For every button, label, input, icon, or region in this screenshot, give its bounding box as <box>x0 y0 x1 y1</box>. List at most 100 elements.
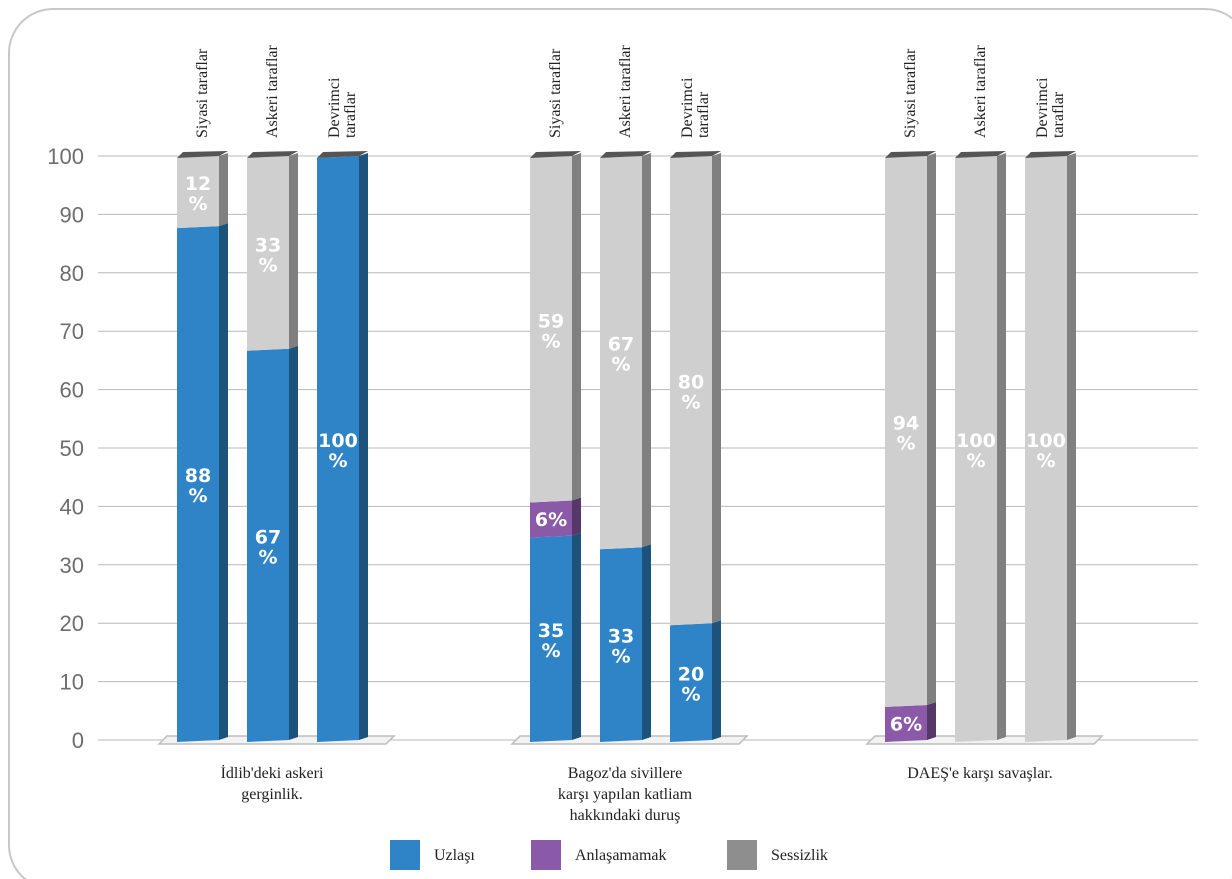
group-label-1-2: gerginlik. <box>241 786 302 803</box>
data-label-bar-3-1-sessizlik: 94 <box>893 412 919 434</box>
data-label-unit-bar-2-2-uzlasi: % <box>611 646 630 668</box>
y-tick-label-0: 0 <box>72 728 84 753</box>
data-label-bar-1-2-uzlasi: 67 <box>255 526 281 548</box>
category-label-2-2: Askeri taraflar <box>617 44 634 138</box>
bar-2-3-sessizlik <box>670 156 712 626</box>
bar-cap-1-2 <box>247 151 298 158</box>
bar-1-1-sessizlik <box>177 156 219 229</box>
data-label-unit-bar-2-3-uzlasi: % <box>681 684 700 706</box>
legend-swatch-sessizlik <box>727 840 757 870</box>
category-label-text-2-2-1: Askeri taraflar <box>617 44 634 138</box>
bar-2-2-sessizlik-side <box>642 153 651 548</box>
bar-cap-2-2 <box>600 151 651 158</box>
data-label-bar-3-1-anlasamamak: 6% <box>890 713 922 735</box>
data-label-unit-bar-2-1-uzlasi: % <box>541 640 560 662</box>
legend: Uzlaşı Anlaşamamak Sessizlik <box>390 840 828 870</box>
y-axis-ticks: 0 10 20 30 40 50 60 70 80 90 100 <box>47 144 84 753</box>
bar-2-2-uzlasi-side <box>642 544 651 740</box>
data-label-bar-1-2-sessizlik: 33 <box>255 234 281 256</box>
bar-1-2-uzlasi <box>247 348 289 742</box>
bar-cap-2-3 <box>670 151 721 158</box>
group-label-3-1: DAEŞ'e karşı savaşlar. <box>907 765 1053 782</box>
data-label-unit-bar-1-1-sessizlik: % <box>188 193 207 215</box>
category-label-1-1: Siyasi taraflar <box>194 48 211 138</box>
bar-2-2-sessizlik <box>600 156 642 550</box>
data-label-unit-bar-3-1-sessizlik: % <box>896 432 915 454</box>
bar-3-2-sessizlik <box>955 156 997 742</box>
bar-2-3-uzlasi-side <box>712 620 721 740</box>
group-labels: İdlib'deki askeri gerginlik. Bagoz'da sivi… <box>221 764 1053 824</box>
data-label-bar-2-1-anlasamamak: 6% <box>535 509 567 531</box>
bar-2-1-uzlasi <box>530 535 572 742</box>
legend-swatch-anlasamamak <box>531 840 561 870</box>
category-label-text-1-3-1: Devrimci <box>326 77 343 138</box>
category-label-3-2: Askeri taraflar <box>972 44 989 138</box>
bar-2-1-anlasamamak-side <box>572 497 581 536</box>
category-label-text-2-3-1: Devrimci <box>679 77 696 138</box>
category-label-text-1-2-1: Askeri taraflar <box>264 44 281 138</box>
category-label-2-1: Siyasi taraflar <box>547 48 564 138</box>
legend-label-sessizlik: Sessizlik <box>771 847 828 864</box>
bar-cap-1-3 <box>317 151 368 158</box>
legend-swatch-uzlasi <box>390 840 420 870</box>
bar-2-3-uzlasi <box>670 623 712 742</box>
bar-3-3-sessizlik-side <box>1067 153 1076 740</box>
bar-cap-3-1 <box>885 151 936 158</box>
category-label-text-2-1-1: Siyasi taraflar <box>547 48 564 138</box>
group-label-2-1: Bagoz'da sivillere <box>568 765 682 782</box>
y-tick-label-10: 10 <box>60 670 84 695</box>
category-label-text-3-1-1: Siyasi taraflar <box>902 48 919 138</box>
bar-2-1-sessizlik-side <box>572 153 581 501</box>
category-label-1-3: Devrimci taraflar <box>326 77 359 138</box>
category-label-text-1-3-2: taraflar <box>342 91 359 138</box>
data-label-unit-bar-2-2-sessizlik: % <box>611 354 630 376</box>
group-label-2-3: hakkındaki duruş <box>570 807 681 824</box>
data-label-unit-bar-3-2-sessizlik: % <box>966 450 985 472</box>
bar-2-2-uzlasi <box>600 547 642 742</box>
data-label-unit-bar-1-1-uzlasi: % <box>188 485 207 507</box>
bar-1-1-uzlasi <box>177 226 219 742</box>
category-label-text-3-3-2: taraflar <box>1050 91 1067 138</box>
category-label-text-2-3-2: taraflar <box>695 91 712 138</box>
y-tick-label-100: 100 <box>47 144 84 169</box>
data-label-bar-2-1-uzlasi: 35 <box>538 620 564 642</box>
data-label-unit-bar-1-3-uzlasi: % <box>328 450 347 472</box>
data-label-bar-2-2-uzlasi: 33 <box>608 626 634 648</box>
bar-3-1-anlasamamak-side <box>927 701 936 740</box>
data-label-bar-1-3-uzlasi: 100 <box>318 430 358 452</box>
data-label-bar-2-2-sessizlik: 67 <box>608 334 634 356</box>
bars <box>177 151 1076 742</box>
bar-3-3-sessizlik <box>1025 156 1067 742</box>
y-tick-label-30: 30 <box>60 553 84 578</box>
bar-1-1-sessizlik-side <box>219 153 228 227</box>
data-label-unit-bar-2-3-sessizlik: % <box>681 392 700 414</box>
chart-frame <box>8 8 1232 879</box>
data-label-bar-2-3-sessizlik: 80 <box>678 372 704 394</box>
bar-1-2-sessizlik <box>247 156 289 351</box>
y-tick-label-70: 70 <box>60 319 84 344</box>
category-label-text-3-3-1: Devrimci <box>1034 77 1051 138</box>
category-label-2-3: Devrimci taraflar <box>679 77 712 138</box>
category-labels: Siyasi taraflar Askeri taraflar Devrimci ta… <box>194 44 1067 138</box>
bar-cap-3-3 <box>1025 151 1076 158</box>
data-label-unit-bar-1-2-sessizlik: % <box>258 254 277 276</box>
y-tick-label-90: 90 <box>60 202 84 227</box>
data-label-bar-2-3-uzlasi: 20 <box>678 664 704 686</box>
y-tick-label-50: 50 <box>60 436 84 461</box>
data-label-bar-3-2-sessizlik: 100 <box>956 430 996 452</box>
y-tick-label-40: 40 <box>60 494 84 519</box>
category-label-3-1: Siyasi taraflar <box>902 48 919 138</box>
data-label-unit-bar-2-1-sessizlik: % <box>541 330 560 352</box>
bar-2-3-sessizlik-side <box>712 153 721 624</box>
bar-3-2-sessizlik-side <box>997 153 1006 740</box>
bar-cap-2-1 <box>530 151 581 158</box>
bar-2-1-sessizlik <box>530 156 572 503</box>
bar-3-1-sessizlik <box>885 156 927 707</box>
data-label-bar-2-1-sessizlik: 59 <box>538 310 564 332</box>
data-label-bar-1-1-uzlasi: 88 <box>185 465 211 487</box>
bar-cap-3-2 <box>955 151 1006 158</box>
category-label-text-1-1-1: Siyasi taraflar <box>194 48 211 138</box>
bar-3-1-sessizlik-side <box>927 153 936 705</box>
legend-label-anlasamamak: Anlaşamamak <box>575 847 667 864</box>
